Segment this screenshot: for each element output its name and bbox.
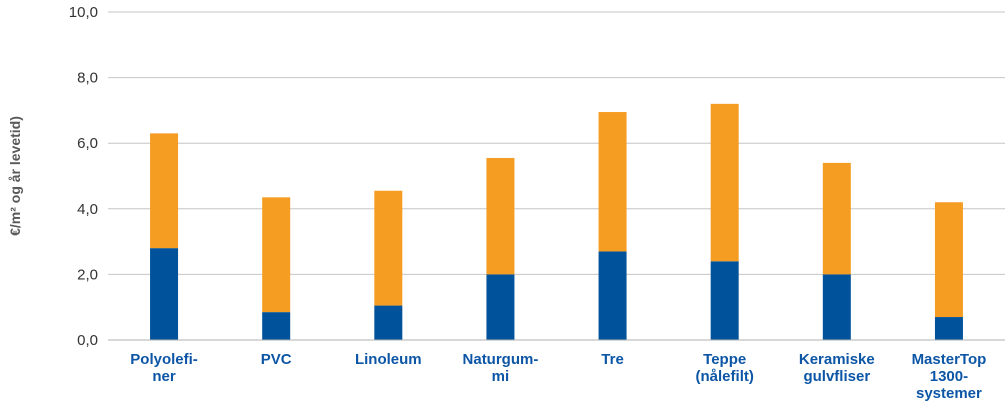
bar-segment-series-2 — [822, 162, 851, 275]
x-category-label: Tre — [601, 351, 624, 368]
bar-segment-series-1 — [374, 305, 403, 340]
x-axis-category-labels: Polyolefi-ner PVC Linoleum Naturgum-mi Tre Te… — [130, 351, 986, 402]
x-category-label: Linoleum — [355, 351, 422, 368]
y-tick-label: 6,0 — [77, 135, 98, 152]
y-tick-label: 0,0 — [77, 332, 98, 349]
x-category-label: Polyolefi-ner — [130, 351, 198, 385]
bar-segment-series-1 — [710, 261, 739, 340]
bar-segment-series-1 — [262, 312, 291, 340]
bar-segment-series-2 — [262, 197, 291, 313]
x-category-label: Keramiske gulvfliser — [799, 351, 875, 385]
y-tick-label: 2,0 — [77, 266, 98, 283]
bar-segment-series-2 — [710, 103, 739, 262]
bar-segment-series-1 — [598, 251, 627, 340]
bar-segment-series-2 — [598, 112, 627, 252]
x-category-label: MasterTop 1300-systemer — [912, 351, 987, 402]
bar-segment-series-2 — [486, 157, 515, 275]
bar-segment-series-2 — [150, 133, 179, 249]
y-axis-tick-labels: 0,0 2,0 4,0 6,0 8,0 10,0 — [69, 4, 98, 349]
grid-lines — [108, 11, 1005, 275]
x-category-label: Teppe (nålefilt) — [696, 351, 754, 385]
bar-segment-series-2 — [934, 202, 963, 318]
x-category-label: Naturgum-mi — [463, 351, 539, 385]
bars — [150, 103, 963, 340]
bar-segment-series-1 — [822, 274, 851, 340]
y-axis-title: €/m² og år levetid) — [7, 116, 23, 236]
y-tick-label: 8,0 — [77, 70, 98, 87]
bar-segment-series-1 — [150, 248, 179, 340]
x-category-label: PVC — [261, 351, 292, 368]
bar-segment-series-2 — [374, 190, 403, 306]
y-tick-label: 4,0 — [77, 201, 98, 218]
y-tick-label: 10,0 — [69, 4, 98, 21]
bar-segment-series-1 — [934, 317, 963, 340]
bar-segment-series-1 — [486, 274, 515, 340]
